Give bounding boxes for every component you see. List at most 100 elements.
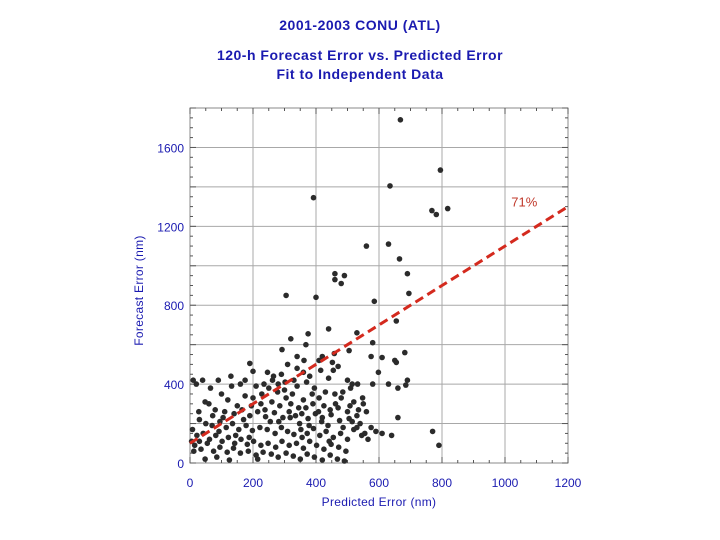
- data-point: [354, 424, 360, 431]
- data-point: [369, 339, 376, 346]
- data-point: [190, 377, 196, 384]
- data-point: [284, 361, 291, 368]
- data-point: [210, 448, 217, 455]
- data-point: [334, 456, 341, 462]
- data-point: [300, 397, 307, 403]
- data-point: [280, 414, 286, 421]
- data-point: [223, 424, 229, 431]
- data-point: [404, 377, 411, 384]
- data-point: [236, 426, 242, 433]
- data-point: [250, 395, 256, 401]
- data-point: [237, 381, 244, 387]
- data-point: [355, 407, 362, 413]
- data-point: [395, 414, 401, 421]
- data-point: [204, 440, 211, 447]
- data-point: [369, 381, 376, 387]
- data-point: [341, 272, 348, 279]
- data-point: [189, 426, 196, 433]
- data-point: [281, 387, 288, 393]
- data-point: [340, 424, 346, 431]
- data-point: [242, 393, 248, 399]
- data-point: [225, 397, 231, 403]
- data-point: [304, 430, 311, 437]
- x-tick-label: 1200: [555, 476, 582, 490]
- x-tick-label: 1000: [492, 476, 519, 490]
- data-point: [343, 448, 349, 455]
- data-point: [260, 449, 266, 456]
- data-point: [217, 444, 223, 451]
- data-point: [231, 410, 237, 417]
- data-point: [318, 418, 325, 425]
- data-point: [234, 403, 241, 409]
- data-point: [258, 401, 264, 407]
- data-point: [225, 434, 232, 441]
- data-point: [194, 432, 200, 439]
- data-point: [346, 347, 352, 354]
- data-point: [262, 413, 269, 420]
- data-point: [328, 411, 334, 418]
- data-point: [243, 422, 249, 429]
- data-point: [213, 432, 219, 439]
- data-point: [317, 367, 324, 374]
- tick-marks: [189, 107, 569, 464]
- data-point: [313, 442, 320, 449]
- data-point: [250, 368, 256, 375]
- data-point: [247, 360, 253, 367]
- data-point: [294, 383, 300, 389]
- data-point: [325, 326, 332, 332]
- data-point: [363, 243, 370, 249]
- data-point: [385, 241, 392, 247]
- data-point: [216, 428, 222, 435]
- data-point: [258, 442, 264, 449]
- data-point: [338, 395, 345, 401]
- data-point: [264, 369, 271, 376]
- data-point: [354, 381, 361, 387]
- data-point: [249, 427, 256, 434]
- x-tick-labels: 0 200 400 600 800 1000 1200: [187, 476, 582, 490]
- data-point: [246, 434, 252, 441]
- data-point: [215, 377, 222, 384]
- data-point: [313, 294, 319, 301]
- data-point: [393, 359, 400, 366]
- data-point: [325, 375, 332, 382]
- data-point: [396, 256, 403, 262]
- data-point: [321, 403, 327, 409]
- data-point: [402, 349, 408, 356]
- data-point: [365, 436, 371, 443]
- data-point: [191, 448, 197, 455]
- data-point: [404, 270, 411, 277]
- data-point: [347, 403, 353, 409]
- data-point: [259, 391, 265, 397]
- grid: [190, 108, 568, 463]
- data-point: [357, 420, 363, 427]
- data-point: [344, 436, 351, 443]
- data-point: [362, 430, 368, 437]
- data-point: [202, 456, 208, 462]
- data-point: [279, 438, 285, 445]
- data-point: [289, 391, 296, 397]
- y-tick-label: 0: [177, 457, 184, 471]
- data-point: [288, 401, 294, 407]
- data-point: [202, 399, 208, 405]
- data-point: [217, 418, 223, 425]
- data-point: [310, 194, 317, 201]
- data-point: [295, 405, 302, 411]
- data-point: [271, 409, 278, 416]
- data-point: [292, 412, 299, 419]
- data-point: [219, 438, 225, 445]
- data-point: [330, 367, 337, 374]
- data-point: [286, 442, 293, 449]
- data-point: [254, 408, 261, 415]
- data-point: [250, 438, 257, 445]
- data-point: [278, 371, 285, 378]
- data-point: [300, 445, 307, 452]
- data-point: [304, 451, 311, 457]
- data-point: [242, 377, 248, 384]
- data-point: [349, 381, 356, 387]
- y-tick-label: 1200: [157, 220, 184, 234]
- data-point: [311, 385, 318, 391]
- data-point: [444, 205, 451, 212]
- data-point: [221, 408, 228, 415]
- data-point: [310, 401, 316, 407]
- data-point: [303, 341, 309, 348]
